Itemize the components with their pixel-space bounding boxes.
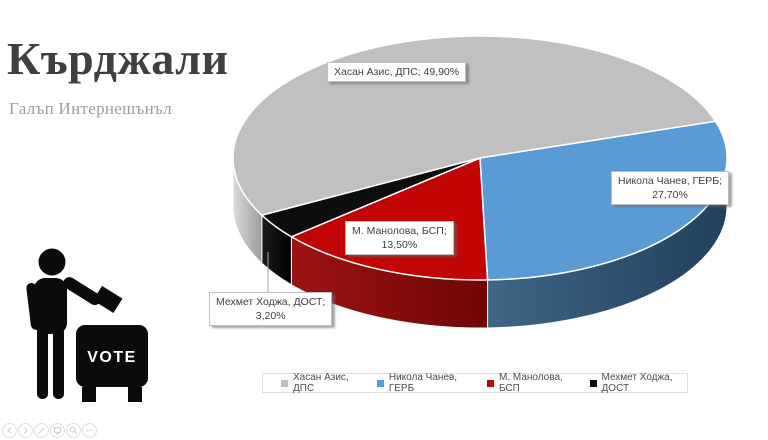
page-title: Кърджали	[7, 33, 229, 84]
vote-person-leg-right	[53, 327, 64, 399]
legend-item-dps[interactable]: Хасан Азис, ДПС	[281, 372, 360, 394]
pen-icon[interactable]	[34, 423, 49, 438]
vote-ballot-paper	[93, 285, 123, 313]
search-icon[interactable]	[66, 423, 81, 438]
data-label-mehmet-hodzha[interactable]: Мехмет Ходжа, ДОСТ; 3,20%	[209, 292, 333, 326]
legend-label: М. Манолова, БСП	[498, 372, 563, 394]
vote-person-head	[38, 248, 66, 276]
data-label-text: Хасан Азис, ДПС; 49,90%	[334, 66, 460, 78]
vote-box-foot-left	[82, 387, 96, 402]
page-subtitle: Галъп Интернешънъл	[9, 99, 172, 118]
vote-ballot-icon: VOTE	[26, 248, 148, 402]
legend-swatch	[589, 379, 597, 387]
data-label-manolova[interactable]: М. Манолова, БСП; 13,50%	[345, 221, 454, 255]
data-label-hasan-azis[interactable]: Хасан Азис, ДПС; 49,90%	[327, 62, 467, 82]
prev-icon[interactable]	[2, 423, 17, 438]
vote-person-leg-left	[37, 327, 48, 399]
vote-box-label: VOTE	[87, 349, 137, 366]
data-label-nikola-chanev[interactable]: Никола Чанев, ГЕРБ; 27,70%	[611, 171, 730, 205]
more-icon[interactable]	[82, 423, 97, 438]
legend-label: Никола Чанев, ГЕРБ	[388, 372, 458, 394]
legend-label: Хасан Азис, ДПС	[293, 372, 349, 394]
data-label-text: Никола Чанев, ГЕРБ;	[618, 175, 723, 187]
chart-legend: Хасан Азис, ДПС Никола Чанев, ГЕРБ М. Ма…	[262, 372, 688, 394]
data-label-value: 3,20%	[255, 310, 286, 322]
legend-item-gerb[interactable]: Никола Чанев, ГЕРБ	[376, 372, 470, 394]
legend-label: Мехмет Ходжа, ДОСТ	[601, 372, 673, 394]
viewer-toolbar	[2, 423, 97, 438]
vote-person-arm-left	[26, 282, 41, 330]
data-label-value: 13,50%	[381, 239, 418, 251]
legend-swatch	[376, 379, 384, 387]
legend-item-bsp[interactable]: М. Манолова, БСП	[486, 372, 573, 394]
data-label-value: 27,70%	[652, 189, 688, 201]
vote-person-torso	[34, 278, 67, 334]
screen-icon[interactable]	[50, 423, 65, 438]
legend-swatch	[486, 379, 494, 387]
pie-slice-1[interactable]	[479, 120, 728, 281]
data-label-text: Мехмет Ходжа, ДОСТ;	[216, 296, 326, 308]
legend-swatch	[281, 379, 288, 387]
vote-box-foot-right	[128, 387, 142, 402]
pie-slice-3[interactable]	[261, 157, 481, 238]
next-icon[interactable]	[18, 423, 33, 438]
data-label-text: М. Манолова, БСП;	[352, 225, 447, 237]
vote-ballot-box	[76, 325, 148, 387]
legend-item-dost[interactable]: Мехмет Ходжа, ДОСТ	[589, 372, 687, 394]
vote-person-arm-right	[63, 277, 101, 306]
